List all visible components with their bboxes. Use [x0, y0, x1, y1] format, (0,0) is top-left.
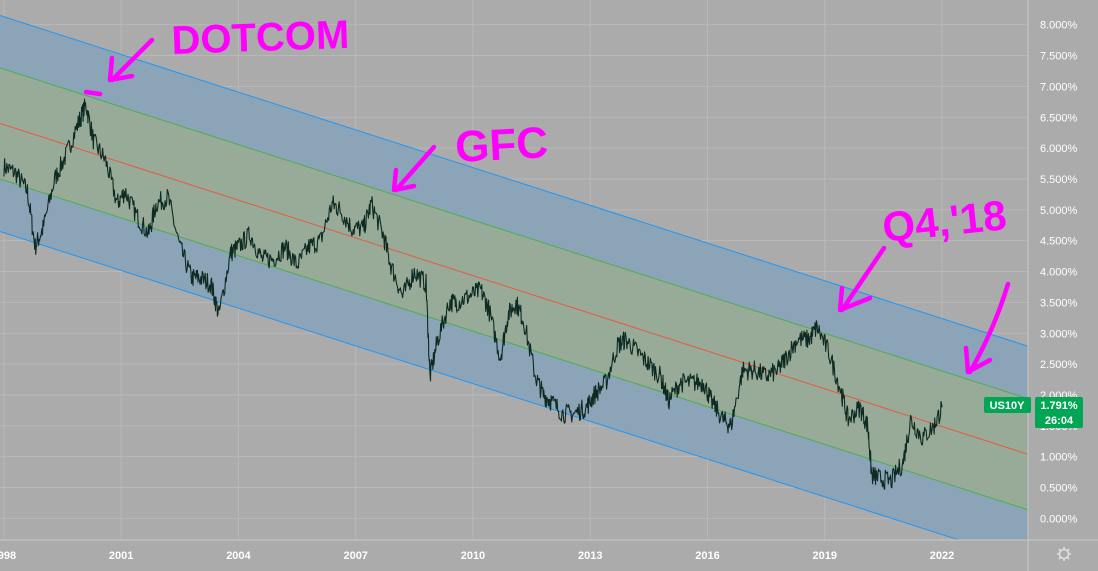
x-tick-label: 2007: [343, 550, 367, 562]
y-tick-label: 3.500%: [1040, 297, 1078, 309]
x-tick-label: 2019: [813, 550, 837, 562]
y-tick-label: 6.500%: [1040, 112, 1078, 124]
dotcom-arrow-dash: [83, 89, 103, 97]
x-tick-label: 1998: [0, 550, 16, 562]
channel-upper-inner-line: [0, 67, 1028, 400]
current-arrow-shaft: [967, 281, 1011, 375]
price-axis[interactable]: 0.000%0.500%1.000%1.500%2.000%2.500%3.00…: [1040, 20, 1078, 526]
annotation-gfc: GFC: [454, 118, 549, 172]
gear-icon-teeth: [1057, 547, 1071, 561]
x-tick-label: 2013: [578, 550, 602, 562]
x-tick-label: 2001: [109, 550, 133, 562]
y-tick-label: 5.500%: [1040, 174, 1078, 186]
channel-lower-outer-line: [0, 230, 961, 540]
outer-band-lower: [0, 178, 1028, 540]
countdown-label: 26:04: [1045, 415, 1074, 427]
channel-center-line: [0, 122, 1028, 455]
y-tick-label: 6.000%: [1040, 143, 1078, 155]
price-badge: [1035, 397, 1083, 428]
annotation-dotcom: DOTCOM: [171, 13, 350, 63]
y-tick-label: 8.000%: [1040, 20, 1078, 32]
gfc-arrow-shaft: [393, 144, 437, 193]
q418-arrow-shaft: [839, 245, 887, 313]
x-tick-label: 2004: [226, 550, 251, 562]
q418-arrow-head: [837, 285, 873, 313]
symbol-label: US10Y: [990, 400, 1026, 412]
y-tick-label: 7.500%: [1040, 51, 1078, 63]
current-arrow-head: [963, 345, 993, 375]
x-tick-label: 2016: [695, 550, 719, 562]
y-tick-label: 0.000%: [1040, 513, 1078, 525]
y-tick-label: 1.000%: [1040, 452, 1078, 464]
dotcom-arrow-head: [107, 55, 135, 83]
y-tick-label: 7.000%: [1040, 81, 1078, 93]
gear-icon[interactable]: [1057, 547, 1071, 561]
dotcom-arrow-shaft: [109, 37, 155, 83]
y-tick-label: 0.500%: [1040, 483, 1078, 495]
price-series: [3, 98, 943, 490]
y-tick-label: 4.500%: [1040, 236, 1078, 248]
time-axis[interactable]: 1998 2001 2004 2007 2010 2013 2016 2019 2022: [0, 550, 954, 562]
y-tick-label: 2.500%: [1040, 359, 1078, 371]
y-tick-label: 4.000%: [1040, 267, 1078, 279]
regression-channel: [0, 14, 1028, 540]
gfc-arrow-head: [391, 167, 417, 193]
x-tick-label: 2010: [461, 550, 485, 562]
last-price-badge: US10Y 1.791% 26:04: [984, 397, 1083, 428]
symbol-badge: [984, 397, 1031, 413]
last-price-label: 1.791%: [1040, 400, 1078, 412]
y-tick-label: 5.000%: [1040, 205, 1078, 217]
x-tick-label: 2022: [930, 550, 954, 562]
channel-lower-inner-line: [0, 178, 1028, 511]
y-tick-label: 3.000%: [1040, 328, 1078, 340]
outer-band-upper: [0, 15, 1028, 399]
us10y-line: [3, 98, 943, 490]
